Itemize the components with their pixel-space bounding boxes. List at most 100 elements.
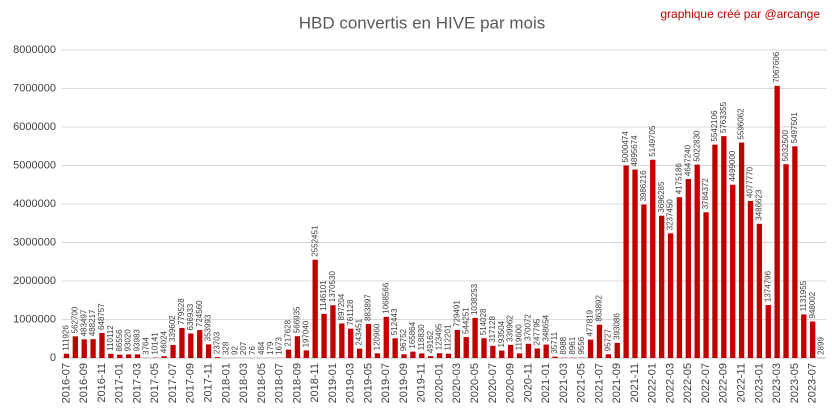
bar [72, 336, 78, 358]
x-tick-label: 2022-11 [736, 363, 748, 403]
bar [783, 164, 789, 358]
bar [161, 356, 167, 358]
bar [188, 333, 194, 358]
x-tick-label: 2021-01 [540, 363, 552, 403]
x-tick-label: 2022-05 [682, 363, 694, 403]
y-tick-label: 6000000 [13, 121, 56, 133]
data-label: 729491 [452, 300, 461, 327]
bar [90, 339, 96, 358]
bar [312, 259, 318, 358]
x-tick-label: 2017-09 [185, 363, 197, 403]
data-label: 393086 [612, 313, 621, 340]
x-tick-label: 2020-07 [487, 363, 499, 403]
data-label: 207 [239, 341, 248, 355]
x-tick-label: 2021-03 [558, 363, 570, 403]
data-label: 1038253 [470, 283, 479, 315]
bar [134, 354, 141, 358]
data-label: 95727 [603, 329, 612, 352]
data-label: 23703 [213, 331, 222, 354]
x-tick-label: 2016-09 [78, 363, 90, 403]
annotation: graphique créé par @arcange [660, 7, 820, 21]
data-label: 5763355 [719, 101, 728, 133]
data-label: 779528 [177, 298, 186, 325]
data-label: 514028 [479, 308, 488, 335]
data-label: 5497501 [790, 112, 799, 144]
bar [472, 318, 478, 358]
bar [214, 357, 221, 358]
bar [330, 305, 336, 358]
bar [63, 353, 70, 358]
bar [108, 353, 114, 358]
bar [507, 344, 514, 358]
bar [774, 85, 780, 359]
x-tick-label: 2018-11 [309, 363, 321, 403]
bar [712, 144, 718, 358]
data-label: 3696285 [657, 181, 666, 213]
bar [614, 342, 620, 358]
bar [117, 354, 123, 358]
x-tick-label: 2018-09 [291, 363, 303, 403]
data-label: 863892 [595, 294, 604, 321]
x-tick-label: 2016-07 [60, 363, 72, 403]
data-label: 112201 [444, 324, 453, 351]
data-label: 512443 [390, 308, 399, 335]
bar [667, 233, 674, 358]
data-label: 110112 [106, 325, 115, 351]
data-label: 5542106 [710, 110, 719, 142]
data-label: 483497 [79, 309, 88, 336]
data-label: 8961 [568, 336, 577, 354]
data-label: 648757 [97, 303, 106, 330]
data-label: 96752 [399, 328, 408, 351]
x-tick-label: 2022-03 [664, 363, 676, 403]
x-tick-label: 2023-07 [807, 363, 819, 403]
data-label: 339962 [506, 315, 515, 342]
bar [339, 323, 345, 358]
data-label: 484 [257, 341, 266, 355]
bar [294, 336, 301, 358]
data-label: 948002 [808, 291, 817, 318]
x-tick-label: 2021-09 [611, 363, 623, 403]
bar [321, 313, 327, 358]
data-label: 3486623 [754, 189, 763, 221]
data-label: 193504 [497, 320, 506, 347]
data-label: 636933 [186, 303, 195, 330]
data-label: 1146101 [319, 280, 328, 311]
data-label: 86556 [115, 329, 124, 352]
bar [587, 339, 594, 358]
bar [676, 197, 683, 358]
bar [525, 343, 532, 358]
x-tick-label: 2020-03 [451, 363, 463, 403]
data-label: 5149705 [648, 125, 657, 157]
x-tick-label: 2022-01 [647, 363, 659, 403]
x-tick-label: 2021-11 [629, 363, 641, 403]
x-tick-label: 2021-07 [593, 363, 605, 403]
bar [490, 345, 496, 358]
bar [428, 356, 434, 358]
data-label: 488217 [88, 309, 97, 336]
bar [730, 184, 736, 358]
y-tick-label: 2000000 [13, 275, 56, 287]
bar [205, 344, 212, 358]
data-label: 370072 [524, 314, 533, 341]
data-label: 93983 [133, 329, 142, 352]
bar [401, 354, 407, 358]
data-label: 118830 [417, 324, 426, 351]
data-label: 353993 [204, 314, 213, 341]
data-label: 1131955 [799, 280, 808, 311]
bar [596, 324, 603, 358]
x-tick-label: 2019-09 [398, 363, 410, 403]
y-tick-label: 3000000 [13, 236, 56, 248]
bar [632, 169, 638, 358]
chart-title: HBD convertis en HIVE par mois [299, 13, 546, 32]
bar [454, 329, 460, 358]
data-label: 8988 [559, 336, 568, 354]
data-label: 2899 [817, 337, 826, 355]
data-label: 4077770 [746, 166, 755, 198]
data-label: 5022830 [692, 130, 701, 162]
x-tick-label: 2021-05 [576, 363, 588, 403]
bar [552, 356, 558, 358]
data-label: 339602 [168, 315, 177, 342]
bar [703, 212, 709, 358]
y-tick-label: 8000000 [13, 44, 56, 56]
data-label: 5032500 [781, 130, 790, 162]
